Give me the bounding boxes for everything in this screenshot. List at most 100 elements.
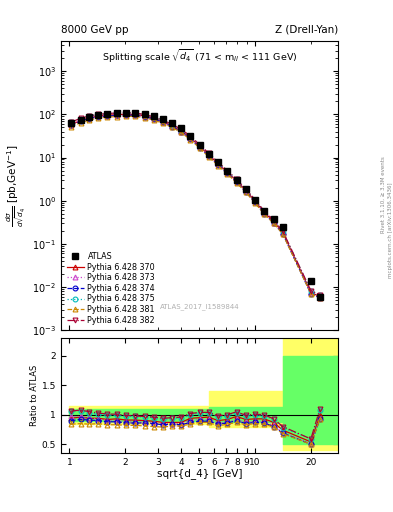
Pythia 6.428 370 (69, 121, 73, 127)
Pythia 6.428 382 (96, 111, 101, 117)
Pythia 6.428 373 (243, 188, 248, 195)
Pythia 6.428 374 (206, 153, 211, 159)
Pythia 6.428 381 (309, 291, 313, 297)
Pythia 6.428 370 (124, 111, 129, 117)
ATLAS (161, 116, 165, 122)
Pythia 6.428 374 (309, 291, 313, 297)
Pythia 6.428 373 (179, 129, 184, 135)
ATLAS (188, 133, 193, 139)
ATLAS (124, 110, 129, 116)
Pythia 6.428 381 (206, 154, 211, 160)
Pythia 6.428 370 (170, 123, 174, 129)
ATLAS (96, 112, 101, 118)
Pythia 6.428 375 (206, 151, 211, 157)
Pythia 6.428 375 (197, 142, 202, 148)
Pythia 6.428 381 (78, 120, 83, 126)
ATLAS (243, 185, 248, 191)
Pythia 6.428 382 (280, 228, 285, 234)
Pythia 6.428 381 (225, 170, 230, 177)
Pythia 6.428 382 (78, 115, 83, 121)
Pythia 6.428 373 (206, 153, 211, 159)
Pythia 6.428 374 (225, 170, 230, 177)
Pythia 6.428 370 (179, 128, 184, 134)
Pythia 6.428 374 (142, 114, 147, 120)
Pythia 6.428 375 (133, 110, 138, 116)
Pythia 6.428 381 (69, 123, 73, 130)
Pythia 6.428 375 (262, 208, 266, 215)
ATLAS (69, 120, 73, 126)
ATLAS (234, 177, 239, 183)
Pythia 6.428 370 (197, 143, 202, 150)
Pythia 6.428 373 (188, 135, 193, 141)
Pythia 6.428 370 (234, 178, 239, 184)
Pythia 6.428 375 (188, 133, 193, 139)
Pythia 6.428 381 (243, 189, 248, 195)
ATLAS (78, 117, 83, 123)
Pythia 6.428 382 (253, 197, 257, 203)
Pythia 6.428 381 (87, 117, 92, 123)
Pythia 6.428 375 (69, 119, 73, 125)
Pythia 6.428 381 (262, 211, 266, 217)
Pythia 6.428 381 (170, 124, 174, 131)
Legend: ATLAS, Pythia 6.428 370, Pythia 6.428 373, Pythia 6.428 374, Pythia 6.428 375, P: ATLAS, Pythia 6.428 370, Pythia 6.428 37… (65, 250, 157, 326)
ATLAS (271, 216, 276, 222)
Text: ATLAS_2017_I1589844: ATLAS_2017_I1589844 (160, 303, 239, 310)
Pythia 6.428 382 (114, 110, 119, 116)
Pythia 6.428 382 (151, 114, 156, 120)
Line: Pythia 6.428 382: Pythia 6.428 382 (68, 110, 322, 297)
ATLAS (309, 278, 313, 284)
ATLAS (151, 113, 156, 119)
Pythia 6.428 375 (105, 111, 110, 117)
Pythia 6.428 381 (124, 113, 129, 119)
Pythia 6.428 375 (318, 292, 322, 298)
Pythia 6.428 370 (161, 118, 165, 124)
Pythia 6.428 382 (225, 167, 230, 174)
ATLAS (197, 142, 202, 148)
Pythia 6.428 374 (234, 179, 239, 185)
X-axis label: sqrt{d_4} [GeV]: sqrt{d_4} [GeV] (157, 468, 242, 479)
Text: mcplots.cern.ch [arXiv:1306.3436]: mcplots.cern.ch [arXiv:1306.3436] (388, 183, 393, 278)
Line: ATLAS: ATLAS (68, 110, 323, 300)
Pythia 6.428 373 (234, 179, 239, 185)
ATLAS (318, 293, 322, 300)
Pythia 6.428 381 (161, 120, 165, 126)
ATLAS (253, 197, 257, 203)
ATLAS (206, 151, 211, 157)
Pythia 6.428 374 (243, 188, 248, 195)
Pythia 6.428 373 (78, 117, 83, 123)
Pythia 6.428 370 (78, 117, 83, 123)
Text: Z (Drell-Yan): Z (Drell-Yan) (275, 25, 338, 35)
Pythia 6.428 370 (151, 115, 156, 121)
ATLAS (170, 120, 174, 126)
Pythia 6.428 373 (114, 112, 119, 118)
Pythia 6.428 381 (179, 130, 184, 136)
Pythia 6.428 370 (96, 113, 101, 119)
Pythia 6.428 370 (206, 152, 211, 158)
Pythia 6.428 381 (96, 115, 101, 121)
Pythia 6.428 370 (105, 112, 110, 118)
Pythia 6.428 373 (225, 170, 230, 176)
Pythia 6.428 382 (133, 110, 138, 116)
Pythia 6.428 375 (96, 112, 101, 118)
ATLAS (142, 111, 147, 117)
Pythia 6.428 381 (105, 114, 110, 120)
Pythia 6.428 375 (151, 114, 156, 120)
Pythia 6.428 373 (170, 123, 174, 130)
Pythia 6.428 374 (151, 116, 156, 122)
Pythia 6.428 370 (253, 198, 257, 204)
Pythia 6.428 375 (161, 117, 165, 123)
Pythia 6.428 375 (309, 288, 313, 294)
Pythia 6.428 370 (188, 135, 193, 141)
Pythia 6.428 382 (124, 110, 129, 116)
Pythia 6.428 373 (124, 112, 129, 118)
Pythia 6.428 373 (271, 220, 276, 226)
Pythia 6.428 381 (234, 180, 239, 186)
Pythia 6.428 373 (216, 161, 220, 167)
Pythia 6.428 375 (170, 121, 174, 127)
Pythia 6.428 381 (271, 220, 276, 226)
Pythia 6.428 375 (253, 197, 257, 203)
Text: 8000 GeV pp: 8000 GeV pp (61, 25, 129, 35)
Pythia 6.428 381 (253, 200, 257, 206)
Pythia 6.428 373 (262, 210, 266, 217)
Pythia 6.428 370 (280, 229, 285, 236)
